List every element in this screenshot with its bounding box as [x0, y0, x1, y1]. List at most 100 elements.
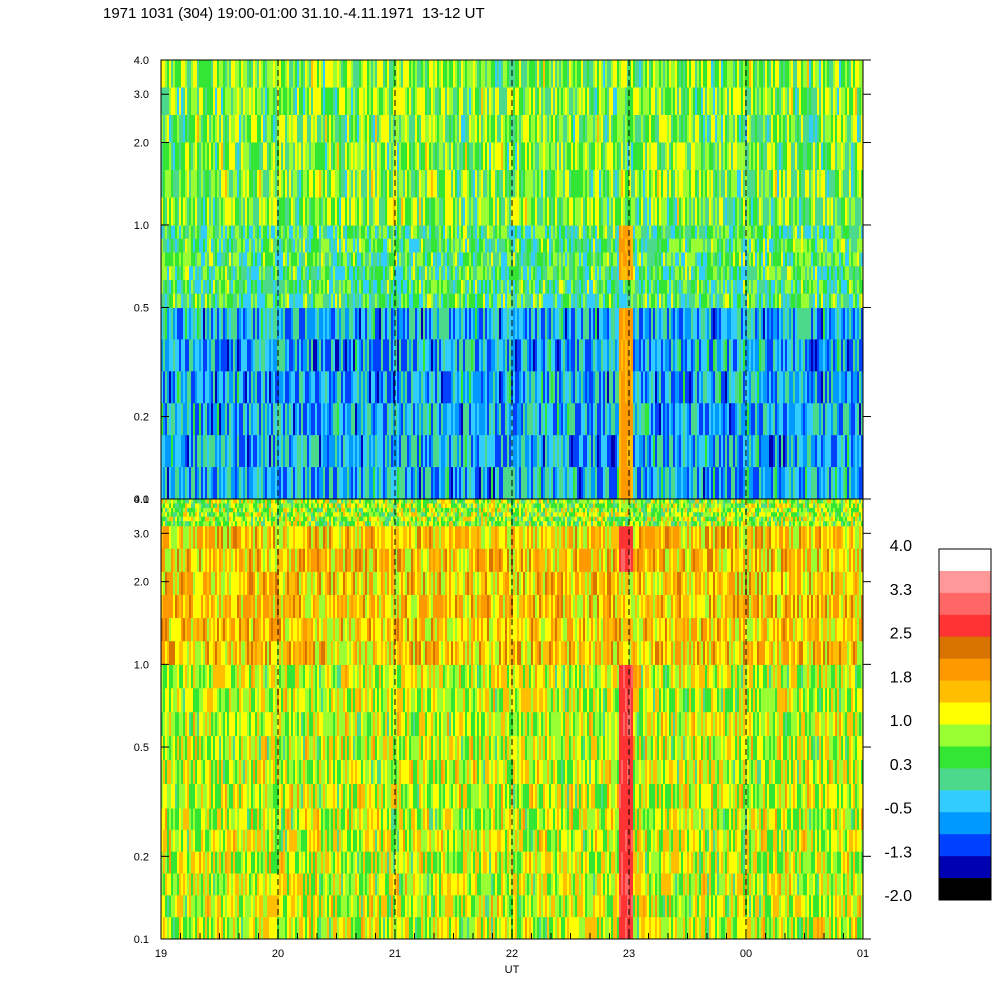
spectrogram-cell: [585, 339, 588, 372]
spectrogram-cell: [619, 197, 622, 226]
spectrogram-cell: [577, 224, 580, 240]
spectrogram-cell: [501, 403, 504, 436]
spectrogram-cell: [171, 114, 174, 144]
spectrogram-cell: [497, 197, 500, 226]
spectrogram-cell: [649, 252, 652, 267]
spectrogram-cell: [621, 435, 624, 468]
spectrogram-cell: [293, 339, 296, 372]
spectrogram-cell: [713, 279, 716, 295]
spectrogram-cell: [161, 224, 164, 240]
spectrogram-cell: [715, 403, 718, 436]
spectrogram-cell: [171, 87, 174, 116]
spectrogram-cell: [537, 467, 540, 499]
spectrogram-cell: [621, 467, 624, 499]
spectrogram-cell: [283, 435, 286, 468]
spectrogram-cell: [605, 60, 608, 89]
spectrogram-cell: [501, 87, 504, 116]
spectrogram-cell: [623, 293, 626, 309]
spectrogram-cell: [427, 266, 430, 281]
spectrogram-cell: [355, 279, 358, 295]
spectrogram-cell: [439, 142, 442, 171]
spectrogram-cell: [661, 307, 664, 340]
spectrogram-cell: [205, 266, 208, 281]
spectrogram-cell: [485, 403, 488, 436]
spectrogram-cell: [173, 114, 176, 144]
spectrogram-cell: [225, 339, 228, 372]
spectrogram-cell: [315, 169, 318, 199]
spectrogram-cell: [445, 197, 448, 226]
spectrogram-cell: [639, 279, 642, 295]
spectrogram-cell: [429, 279, 432, 295]
spectrogram-cell: [385, 467, 388, 499]
spectrogram-cell: [603, 371, 606, 404]
spectrogram-cell: [581, 403, 584, 436]
spectrogram-cell: [421, 266, 424, 281]
spectrogram-cell: [679, 252, 682, 267]
spectrogram-cell: [207, 169, 210, 199]
spectrogram-cell: [203, 371, 206, 404]
spectrogram-cell: [223, 371, 226, 404]
spectrogram-cell: [477, 435, 480, 468]
spectrogram-cell: [309, 142, 312, 171]
spectrogram-cell: [681, 435, 684, 468]
spectrogram-cell: [201, 252, 204, 267]
spectrogram-cell: [317, 142, 320, 171]
spectrogram-cell: [691, 142, 694, 171]
spectrogram-cell: [679, 266, 682, 281]
spectrogram-cell: [507, 60, 510, 89]
spectrogram-cell: [555, 114, 558, 144]
spectrogram-cell: [613, 307, 616, 340]
spectrogram-cell: [309, 371, 312, 404]
spectrogram-cell: [325, 87, 328, 116]
spectrogram-cell: [413, 238, 416, 254]
spectrogram-cell: [255, 293, 258, 309]
spectrogram-cell: [683, 339, 686, 372]
spectrogram-cell: [527, 279, 530, 295]
spectrogram-cell: [239, 114, 242, 144]
spectrogram-cell: [371, 224, 374, 240]
spectrogram-cell: [455, 197, 458, 226]
spectrogram-cell: [305, 266, 308, 281]
spectrogram-cell: [437, 60, 440, 89]
spectrogram-cell: [715, 307, 718, 340]
spectrogram-cell: [609, 252, 612, 267]
spectrogram-cell: [693, 60, 696, 89]
spectrogram-cell: [257, 238, 260, 254]
spectrogram-cell: [609, 266, 612, 281]
spectrogram-cell: [447, 238, 450, 254]
spectrogram-cell: [623, 142, 626, 171]
spectrogram-cell: [515, 371, 518, 404]
spectrogram-cell: [229, 60, 232, 89]
spectrogram-cell: [491, 371, 494, 404]
spectrogram-cell: [665, 266, 668, 281]
spectrogram-cell: [673, 87, 676, 116]
spectrogram-cell: [695, 467, 698, 499]
spectrogram-cell: [193, 266, 196, 281]
spectrogram-cell: [219, 467, 222, 499]
spectrogram-cell: [169, 435, 172, 468]
spectrogram-cell: [313, 197, 316, 226]
spectrogram-cell: [573, 197, 576, 226]
spectrogram-cell: [367, 293, 370, 309]
spectrogram-cell: [479, 403, 482, 436]
spectrogram-cell: [321, 293, 324, 309]
spectrogram-cell: [681, 238, 684, 254]
spectrogram-cell: [713, 197, 716, 226]
spectrogram-cell: [603, 467, 606, 499]
spectrogram-cell: [707, 142, 710, 171]
spectrogram-cell: [441, 197, 444, 226]
spectrogram-cell: [259, 142, 262, 171]
spectrogram-cell: [515, 293, 518, 309]
spectrogram-cell: [559, 224, 562, 240]
spectrogram-cell: [427, 403, 430, 436]
spectrogram-cell: [361, 307, 364, 340]
spectrogram-cell: [389, 435, 392, 468]
spectrogram-cell: [565, 371, 568, 404]
spectrogram-cell: [493, 169, 496, 199]
spectrogram-cell: [567, 224, 570, 240]
spectrogram-cell: [459, 169, 462, 199]
spectrogram-cell: [609, 169, 612, 199]
spectrogram-cell: [553, 266, 556, 281]
spectrogram-cell: [435, 114, 438, 144]
spectrogram-cell: [199, 87, 202, 116]
